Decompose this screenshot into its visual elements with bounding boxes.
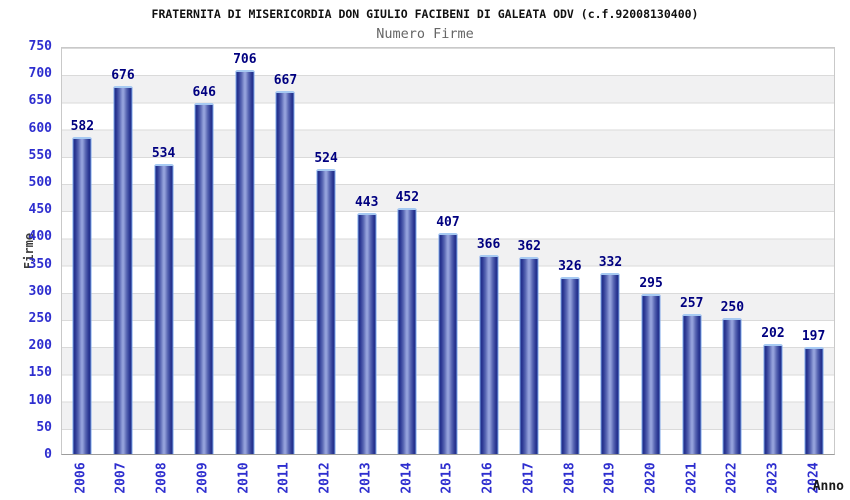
y-tick-label: 650 [28,93,52,109]
bar [600,273,620,454]
bar-value-label: 534 [151,145,176,161]
bar-value-label: 197 [801,328,826,344]
bar-column: 326 [550,48,591,454]
bar-value-label: 582 [70,119,95,135]
bar-column: 197 [793,48,834,454]
bar-column: 452 [387,48,428,454]
x-tick-label: 2020 [643,462,659,494]
x-tick-label: 2014 [399,462,415,494]
bar [235,69,255,454]
bar [479,254,499,454]
x-tick-label: 2007 [114,462,130,494]
x-tick-label: 2021 [684,462,700,494]
bar [275,91,295,454]
x-tick-label: 2018 [562,462,578,494]
bar-column: 250 [712,48,753,454]
bar-value-label: 250 [720,300,745,315]
bar [154,163,174,454]
bar [519,257,539,454]
x-tick-label: 2008 [154,462,170,494]
chart-subtitle: Numero Firme [376,26,474,42]
bar-value-label: 295 [639,275,663,291]
bar-column: 524 [306,48,347,454]
y-tick-label: 300 [28,283,52,299]
bar-column: 295 [631,48,672,454]
y-tick-label: 0 [44,447,52,462]
bar [763,344,783,454]
y-tick-label: 450 [28,202,52,218]
bar-value-label: 667 [273,73,298,89]
bar-column: 582 [62,48,103,454]
bar-column: 667 [265,48,306,454]
x-tick-label: 2017 [521,462,537,494]
x-tick-label: 2015 [439,462,455,494]
x-tick-label: 2010 [236,462,252,494]
bar-value-label: 452 [395,190,420,206]
bar-column: 202 [753,48,794,454]
bar-value-label: 362 [517,239,541,255]
bar-column: 534 [143,48,184,454]
y-tick-label: 500 [28,175,52,190]
y-tick-label: 100 [28,392,52,408]
x-tick-label: 2019 [602,462,618,494]
y-tick-label: 150 [28,365,52,381]
bar-column: 443 [346,48,387,454]
y-tick-label: 400 [28,229,52,245]
y-tick-label: 550 [28,147,52,163]
y-tick-label: 250 [28,311,52,326]
bar-column: 257 [671,48,712,454]
bar-column: 646 [184,48,225,454]
bar-column: 366 [468,48,509,454]
bar [357,213,377,454]
bar [641,293,661,454]
bar [113,86,133,454]
bar-value-label: 676 [111,68,135,84]
y-tick-label: 200 [28,338,52,354]
bar [316,168,336,454]
bar [438,232,458,454]
x-tick-label: 2011 [277,462,293,494]
bar-column: 706 [225,48,266,454]
bar-value-label: 407 [436,214,460,230]
bar [560,276,580,454]
bar [397,208,417,454]
x-tick-label: 2009 [195,462,211,494]
bar-value-label: 443 [354,195,379,211]
x-axis-label: Anno [812,479,844,494]
bar-column: 676 [103,48,144,454]
bar-value-label: 646 [192,84,216,100]
bar [72,137,92,454]
bar-value-label: 366 [476,236,501,252]
bar-value-label: 257 [679,296,704,312]
plot-area: 582 676 534 646 706 667 524 443 452 407 366 362 326 3… [61,47,835,455]
x-tick-label: 2012 [317,462,333,494]
x-axis-ticks: 2006 2007 2008 2009 2010 2011 2012 2013 2014 2015… [61,457,835,499]
y-tick-label: 350 [28,256,52,272]
bar-value-label: 202 [761,326,785,342]
bar-column: 362 [509,48,550,454]
y-tick-label: 50 [36,419,52,435]
bar-value-label: 524 [314,150,338,166]
bar-value-label: 706 [233,51,257,67]
x-tick-label: 2022 [725,462,741,494]
bar-column: 332 [590,48,631,454]
bar-value-label: 332 [598,255,623,271]
x-tick-label: 2013 [358,462,374,494]
y-tick-label: 700 [28,66,52,82]
chart-title: FRATERNITA DI MISERICORDIA DON GIULIO FA… [151,7,699,21]
bar [804,346,824,454]
bar [682,314,702,454]
bar [194,102,214,454]
bar-value-label: 326 [558,258,582,274]
x-tick-label: 2016 [480,462,496,494]
x-tick-label: 2023 [765,462,781,494]
y-tick-label: 750 [28,39,52,54]
x-tick-label: 2006 [73,462,89,494]
bar-column: 407 [428,48,469,454]
bar [722,318,742,454]
y-tick-label: 600 [28,120,52,136]
